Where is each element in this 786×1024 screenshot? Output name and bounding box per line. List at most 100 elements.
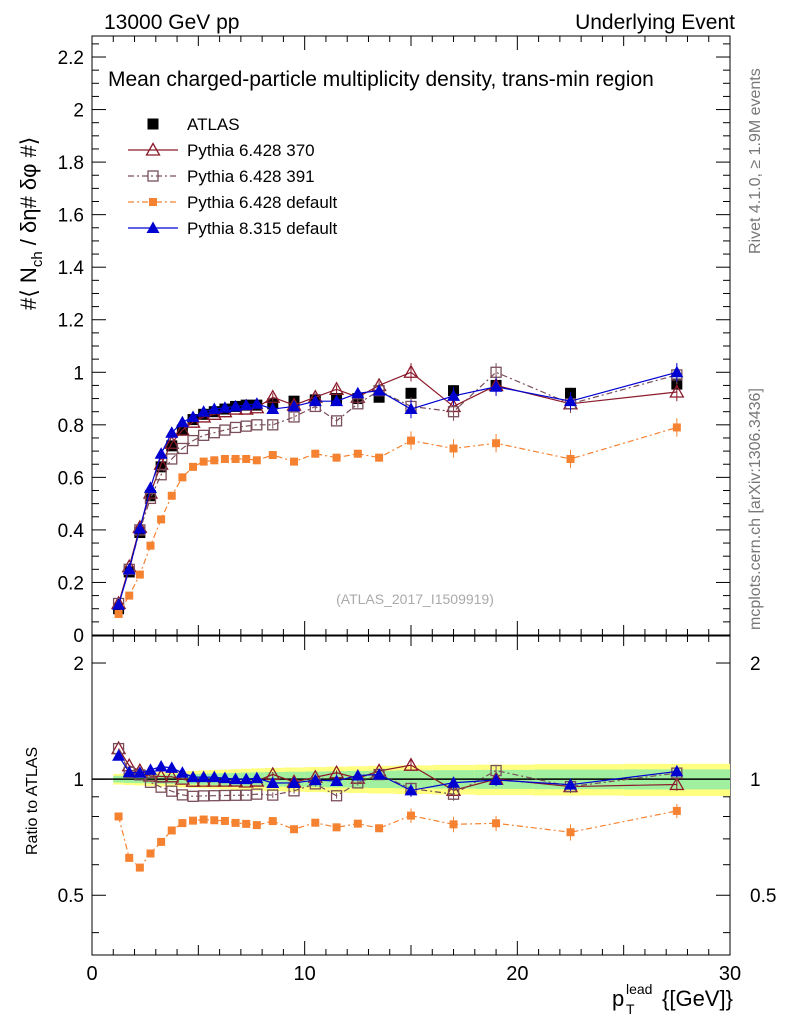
x-tick-label: 30 <box>719 963 741 985</box>
data-point <box>372 384 386 396</box>
y-axis-label-main: #⟨ Nch / δη# δφ #⟩ <box>16 137 46 310</box>
ratio-point <box>330 774 344 787</box>
series-line <box>118 371 677 604</box>
data-point <box>199 457 208 466</box>
ratio-point <box>231 818 240 827</box>
ratio-point <box>372 768 386 780</box>
ratio-point <box>564 778 577 790</box>
ratio-point <box>112 749 126 761</box>
ratio-tick-label-right: 2 <box>750 654 761 675</box>
data-point <box>403 364 419 378</box>
legend-entry: Pythia 6.428 default <box>128 193 338 212</box>
y-tick-label: 0.4 <box>58 521 85 542</box>
data-point <box>174 422 190 436</box>
data-point <box>155 461 167 473</box>
y-tick-label: 0 <box>73 626 84 647</box>
legend-entry: Pythia 6.428 370 <box>128 141 315 160</box>
ratio-point <box>167 826 176 835</box>
data-point <box>288 411 300 423</box>
ratio-point <box>143 763 157 775</box>
legend-entry: Pythia 6.428 391 <box>128 167 315 186</box>
ratio-point <box>266 776 280 788</box>
legend-entry: ATLAS <box>147 115 240 134</box>
ratio-point <box>178 819 187 828</box>
data-point <box>144 490 156 502</box>
data-point <box>242 454 251 463</box>
ratio-point <box>114 812 123 821</box>
svg-text:T: T <box>626 1001 635 1017</box>
data-point <box>287 399 301 412</box>
ratio-point <box>407 811 415 820</box>
ratio-point <box>489 773 503 786</box>
side-label-top: Rivet 4.1.0, ≥ 1.9M events <box>747 68 764 254</box>
ratio-point <box>566 828 575 837</box>
data-point <box>178 473 187 482</box>
ratio-point <box>251 788 263 800</box>
y-axis-label-ratio: Ratio to ATLAS <box>24 747 41 855</box>
y-tick-label: 2 <box>73 101 84 122</box>
data-point <box>143 481 157 493</box>
data-point <box>218 401 232 413</box>
data-point <box>135 570 144 579</box>
ratio-plot: 0 10 20 30 0.5 0.5 1 1 2 2 <box>58 635 776 985</box>
data-point <box>175 415 189 428</box>
ratio-point <box>157 837 166 846</box>
data-point <box>352 398 364 410</box>
y-tick-label: 2.2 <box>58 48 84 69</box>
legend-marker <box>146 221 160 233</box>
ratio-point <box>267 789 279 801</box>
side-label-bottom: mcplots.cern.ch [arXiv:1306.3436] <box>747 388 764 630</box>
ratio-point <box>175 766 189 778</box>
legend-label: Pythia 6.428 370 <box>187 141 315 160</box>
data-point <box>144 492 157 505</box>
data-point <box>186 410 200 422</box>
ratio-point <box>447 776 461 788</box>
ratio-point <box>403 757 419 771</box>
y-tick-label: 1.8 <box>58 153 84 174</box>
ratio-point <box>135 863 144 872</box>
data-point <box>122 562 136 575</box>
ratio-point <box>207 770 221 783</box>
ratio-point <box>252 821 261 830</box>
ratio-tick-label-right: 0.5 <box>750 886 776 907</box>
data-point <box>165 426 179 438</box>
ratio-point <box>125 853 134 862</box>
x-tick-label: 20 <box>506 963 528 985</box>
legend-marker <box>145 142 161 156</box>
data-point <box>330 394 344 407</box>
data-point <box>146 541 155 550</box>
data-point <box>328 381 345 396</box>
ratio-point <box>353 819 362 828</box>
series-line <box>118 371 677 605</box>
ratio-point <box>218 771 232 784</box>
data-point <box>405 387 417 399</box>
ratio-point <box>311 818 320 827</box>
y-tick-label: 1.4 <box>58 258 85 279</box>
ratio-point <box>186 770 200 783</box>
data-point <box>219 424 231 436</box>
data-point <box>197 405 211 417</box>
data-point <box>564 394 577 407</box>
data-point <box>332 453 341 462</box>
data-point <box>239 398 253 411</box>
data-point <box>672 423 681 432</box>
data-point <box>266 402 280 415</box>
ratio-tick-label-right: 1 <box>750 770 761 791</box>
x-tick-label: 10 <box>294 963 316 985</box>
ratio-point <box>197 770 211 783</box>
ratio-point <box>189 816 198 825</box>
data-point <box>449 444 458 453</box>
ratio-tick-label-left: 2 <box>73 654 84 675</box>
ratio-point <box>268 817 277 826</box>
main-plot: 0 0.2 0.4 0.6 0.8 1 1.2 1.4 1.6 1.8 2 2.2 Mean charg… <box>58 35 731 647</box>
ratio-point <box>122 765 136 778</box>
svg-text:{[GeV]}: {[GeV]} <box>662 986 733 1011</box>
legend-label: Pythia 6.428 391 <box>187 167 315 186</box>
ratio-point <box>447 788 460 800</box>
series-line <box>118 426 678 615</box>
data-point <box>490 366 502 378</box>
ratio-point <box>492 819 501 828</box>
data-point <box>133 522 147 534</box>
data-point <box>210 456 219 465</box>
y-tick-label: 1.6 <box>58 206 84 227</box>
